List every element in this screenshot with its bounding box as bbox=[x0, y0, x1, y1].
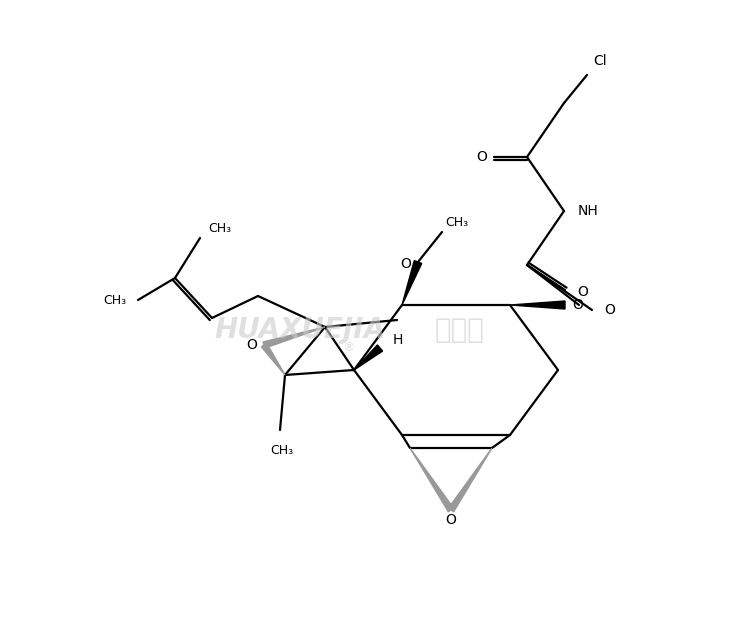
Text: O: O bbox=[604, 303, 615, 317]
Text: O: O bbox=[446, 513, 457, 527]
Text: O: O bbox=[572, 298, 583, 312]
Text: H: H bbox=[393, 333, 403, 347]
Text: CH₃: CH₃ bbox=[103, 293, 126, 307]
Text: O: O bbox=[246, 338, 257, 352]
Polygon shape bbox=[262, 343, 285, 375]
Polygon shape bbox=[410, 448, 454, 511]
Text: CH₃: CH₃ bbox=[270, 444, 293, 457]
Polygon shape bbox=[510, 301, 565, 309]
Text: HUAXUEJIA: HUAXUEJIA bbox=[215, 316, 386, 344]
Polygon shape bbox=[449, 448, 492, 511]
Text: O: O bbox=[400, 257, 411, 271]
Text: NH: NH bbox=[578, 204, 599, 218]
Text: O: O bbox=[577, 285, 588, 299]
Polygon shape bbox=[263, 327, 325, 348]
Text: ®: ® bbox=[342, 341, 354, 354]
Text: 化学加: 化学加 bbox=[435, 316, 485, 344]
Text: CH₃: CH₃ bbox=[445, 216, 468, 229]
Polygon shape bbox=[354, 345, 383, 370]
Text: CH₃: CH₃ bbox=[208, 222, 231, 234]
Polygon shape bbox=[402, 260, 421, 305]
Text: Cl: Cl bbox=[593, 54, 607, 68]
Text: O: O bbox=[476, 150, 487, 164]
